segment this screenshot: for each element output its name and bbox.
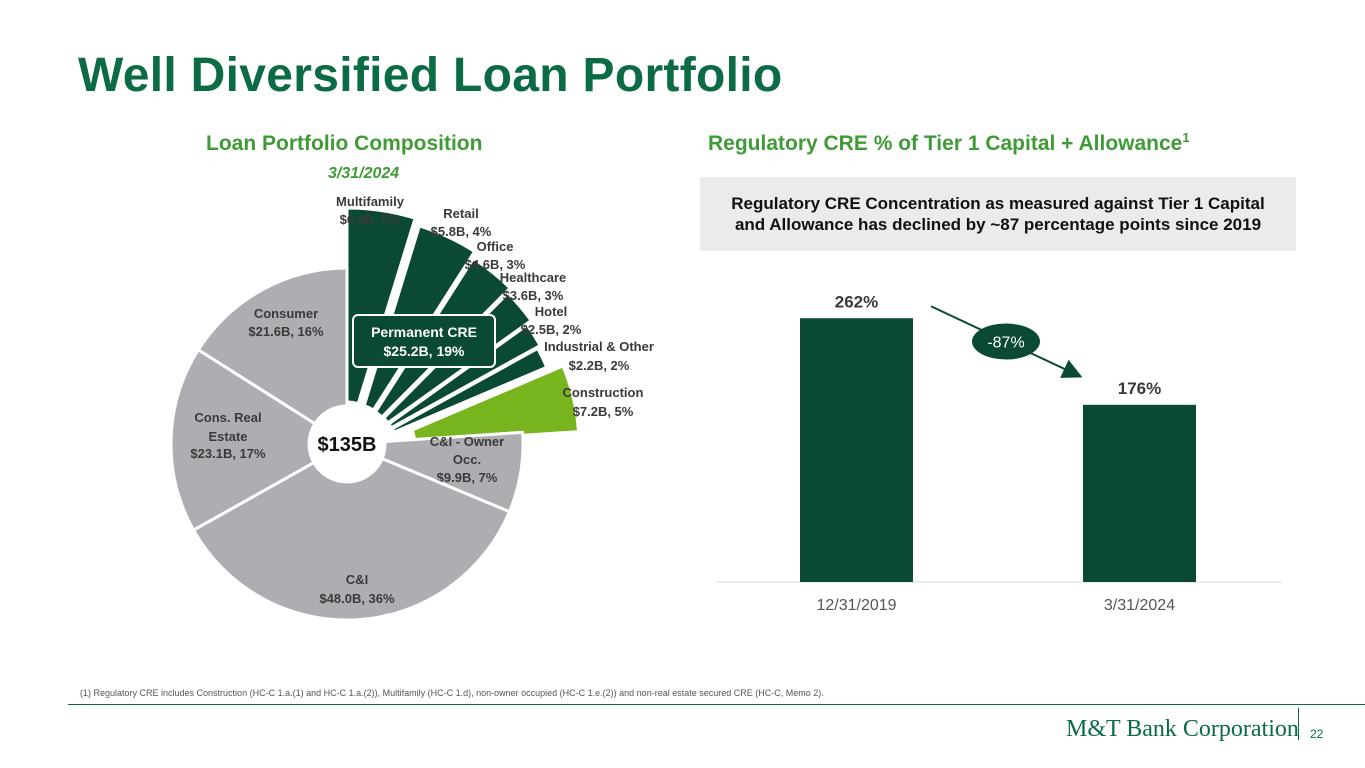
logo-divider <box>1298 708 1299 740</box>
slice-value-c-i: $48.0B, 36% <box>319 591 395 606</box>
pie-slice-consumer <box>196 266 349 426</box>
pie-slice-hotel <box>386 322 543 430</box>
bar-heading-text: Regulatory CRE % of Tier 1 Capital + All… <box>708 132 1183 155</box>
bar-category-label-12-31-2019: 12/31/2019 <box>816 597 896 614</box>
slice-value-healthcare: $3.6B, 3% <box>503 288 564 303</box>
pie-slice-construction <box>410 364 581 445</box>
slice-name-cons-real-estate-2: Estate <box>208 429 247 444</box>
pie-heading: Loan Portfolio Composition <box>206 132 483 155</box>
change-badge-label: -87% <box>987 335 1024 352</box>
slice-name-hotel: Hotel <box>535 304 568 319</box>
footnote: (1) Regulatory CRE includes Construction… <box>80 688 824 698</box>
slice-name-retail: Retail <box>443 206 478 221</box>
company-logo: M&T Bank Corporation <box>1066 716 1299 742</box>
pie-center-label: $135B <box>318 434 377 456</box>
slice-value-c-i-owner-occ: $9.9B, 7% <box>437 470 498 485</box>
slice-value-retail: $5.8B, 4% <box>431 224 492 239</box>
slice-name-healthcare: Healthcare <box>500 270 566 285</box>
bar-heading: Regulatory CRE % of Tier 1 Capital + All… <box>708 130 1190 156</box>
permanent-cre-value: $25.2B, 19% <box>384 343 465 359</box>
bar-category-label-3-31-2024: 3/31/2024 <box>1104 597 1175 614</box>
slice-value-office: $4.6B, 3% <box>465 257 526 272</box>
pie-slice-cons-real-estate <box>169 347 317 533</box>
slice-name-cons-real-estate: Cons. Real <box>194 410 261 425</box>
slice-value-multifamily: $6.4B, 5% <box>340 212 401 227</box>
slice-value-cons-real-estate: $23.1B, 17% <box>190 446 266 461</box>
slice-name-c-i-owner-occ: C&I - Owner <box>430 434 504 449</box>
slice-name-c-i: C&I <box>346 572 368 587</box>
bar-3-31-2024 <box>1083 404 1196 582</box>
pie-center <box>310 407 384 481</box>
slice-name-c-i-owner-occ-2: Occ. <box>453 452 481 467</box>
pie-slice-c-i-owner-occ <box>380 430 525 514</box>
slice-name-construction: Construction <box>563 385 644 400</box>
permanent-cre-box <box>352 314 496 368</box>
bar-value-label-12-31-2019: 262% <box>835 292 878 311</box>
permanent-cre-name: Permanent CRE <box>371 324 477 340</box>
slice-name-multifamily: Multifamily <box>336 194 405 209</box>
slice-value-industrial-other: $2.2B, 2% <box>569 358 630 373</box>
slice-value-hotel: $2.5B, 2% <box>521 322 582 337</box>
pie-date: 3/31/2024 <box>328 165 400 182</box>
slice-name-consumer: Consumer <box>254 306 318 321</box>
pie-slice-c-i <box>191 456 512 622</box>
slice-name-industrial-other: Industrial & Other <box>544 339 654 354</box>
change-badge <box>972 323 1040 360</box>
bar-value-label-3-31-2024: 176% <box>1118 379 1161 398</box>
slice-name-office: Office <box>477 239 514 254</box>
footnote-marker: 1 <box>1182 130 1190 145</box>
pie-slice-industrial-other <box>390 346 549 435</box>
bar-12-31-2019 <box>800 318 913 582</box>
slice-value-construction: $7.2B, 5% <box>573 404 634 419</box>
page-title: Well Diversified Loan Portfolio <box>78 49 783 102</box>
slice-value-consumer: $21.6B, 16% <box>248 324 324 339</box>
footer-rule <box>68 704 1365 705</box>
page-number: 22 <box>1310 727 1324 741</box>
callout-box: Regulatory CRE Concentration as measured… <box>700 177 1296 251</box>
